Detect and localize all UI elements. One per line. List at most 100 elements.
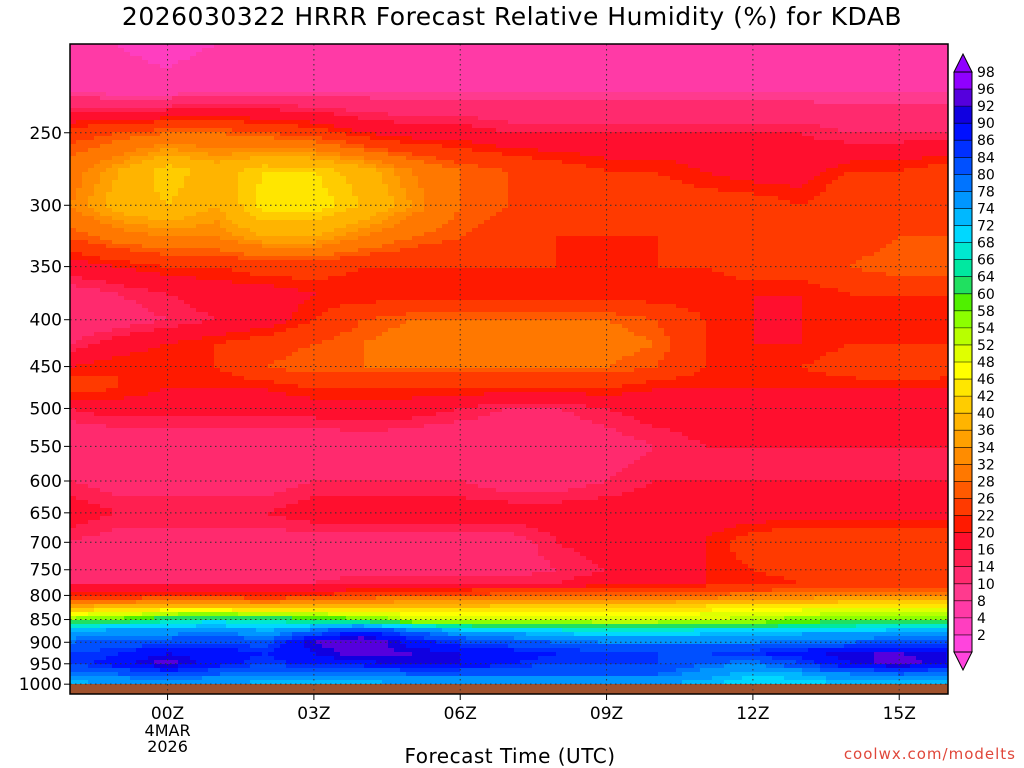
heatmap-cell <box>856 140 863 145</box>
heatmap-cell <box>598 48 605 53</box>
heatmap-cell <box>796 176 803 181</box>
heatmap-cell <box>394 84 401 89</box>
heatmap-cell <box>604 84 611 89</box>
heatmap-cell <box>148 156 155 161</box>
heatmap-cell <box>232 48 239 53</box>
heatmap-cell <box>886 108 893 113</box>
heatmap-cell <box>856 44 863 49</box>
heatmap-cell <box>838 152 845 157</box>
heatmap-cell <box>856 164 863 169</box>
heatmap-cell <box>136 160 143 165</box>
heatmap-cell <box>748 124 755 129</box>
heatmap-cell <box>112 108 119 113</box>
heatmap-cell <box>664 148 671 153</box>
heatmap-cell <box>916 124 923 129</box>
heatmap-cell <box>568 48 575 53</box>
heatmap-cell <box>778 124 785 129</box>
heatmap-cell <box>460 156 467 161</box>
heatmap-cell <box>940 104 947 109</box>
heatmap-cell <box>238 156 245 161</box>
heatmap-cell <box>832 172 839 177</box>
heatmap-cell <box>760 120 767 125</box>
heatmap-cell <box>544 88 551 93</box>
heatmap-cell <box>532 156 539 161</box>
heatmap-cell <box>940 132 947 137</box>
heatmap-cell <box>820 120 827 125</box>
heatmap-cell <box>202 124 209 129</box>
heatmap-cell <box>904 52 911 57</box>
heatmap-cell <box>448 80 455 85</box>
heatmap-cell <box>304 108 311 113</box>
heatmap-cell <box>478 124 485 129</box>
heatmap-cell <box>754 104 761 109</box>
heatmap-cell <box>874 144 881 149</box>
heatmap-cell <box>778 136 785 141</box>
heatmap-cell <box>460 128 467 133</box>
heatmap-cell <box>430 88 437 93</box>
heatmap-cell <box>832 84 839 89</box>
heatmap-cell <box>328 144 335 149</box>
heatmap-cell <box>514 144 521 149</box>
heatmap-cell <box>628 152 635 157</box>
heatmap-cell <box>820 92 827 97</box>
heatmap-cell <box>880 80 887 85</box>
heatmap-cell <box>100 152 107 157</box>
heatmap-cell <box>328 108 335 113</box>
heatmap-cell <box>232 152 239 157</box>
heatmap-cell <box>502 100 509 105</box>
heatmap-cell <box>670 92 677 97</box>
heatmap-cell <box>670 128 677 133</box>
heatmap-cell <box>778 172 785 177</box>
heatmap-cell <box>688 84 695 89</box>
heatmap-cell <box>304 56 311 61</box>
heatmap-cell <box>388 164 395 169</box>
heatmap-cell <box>604 100 611 105</box>
heatmap-cell <box>628 120 635 125</box>
heatmap-cell <box>394 56 401 61</box>
heatmap-cell <box>166 176 173 181</box>
heatmap-cell <box>334 60 341 65</box>
heatmap-cell <box>478 104 485 109</box>
heatmap-cell <box>652 164 659 169</box>
heatmap-cell <box>622 60 629 65</box>
heatmap-cell <box>868 136 875 141</box>
heatmap-cell <box>778 160 785 165</box>
heatmap-cell <box>112 168 119 173</box>
heatmap-cell <box>502 68 509 73</box>
heatmap-cell <box>856 172 863 177</box>
heatmap-cell <box>388 176 395 181</box>
heatmap-cell <box>820 100 827 105</box>
heatmap-cell <box>880 124 887 129</box>
heatmap-cell <box>802 84 809 89</box>
heatmap-cell <box>556 52 563 57</box>
heatmap-cell <box>454 68 461 73</box>
heatmap-cell <box>796 148 803 153</box>
heatmap-cell <box>706 104 713 109</box>
heatmap-cell <box>946 112 949 117</box>
heatmap-cell <box>490 156 497 161</box>
heatmap-cell <box>478 176 485 181</box>
heatmap-cell <box>154 56 161 61</box>
heatmap-cell <box>790 128 797 133</box>
heatmap-cell <box>784 56 791 61</box>
heatmap-cell <box>682 112 689 117</box>
heatmap-cell <box>292 176 299 181</box>
heatmap-cell <box>664 156 671 161</box>
heatmap-cell <box>562 168 569 173</box>
heatmap-cell <box>898 80 905 85</box>
heatmap-cell <box>394 112 401 117</box>
heatmap-cell <box>778 152 785 157</box>
heatmap-cell <box>586 76 593 81</box>
heatmap-cell <box>490 132 497 137</box>
heatmap-cell <box>466 140 473 145</box>
heatmap-cell <box>868 52 875 57</box>
heatmap-cell <box>292 172 299 177</box>
heatmap-cell <box>172 124 179 129</box>
heatmap-cell <box>76 120 83 125</box>
heatmap-cell <box>778 72 785 77</box>
heatmap-cell <box>754 96 761 101</box>
heatmap-cell <box>292 44 299 49</box>
heatmap-cell <box>712 152 719 157</box>
heatmap-cell <box>700 160 707 165</box>
heatmap-cell <box>268 172 275 177</box>
